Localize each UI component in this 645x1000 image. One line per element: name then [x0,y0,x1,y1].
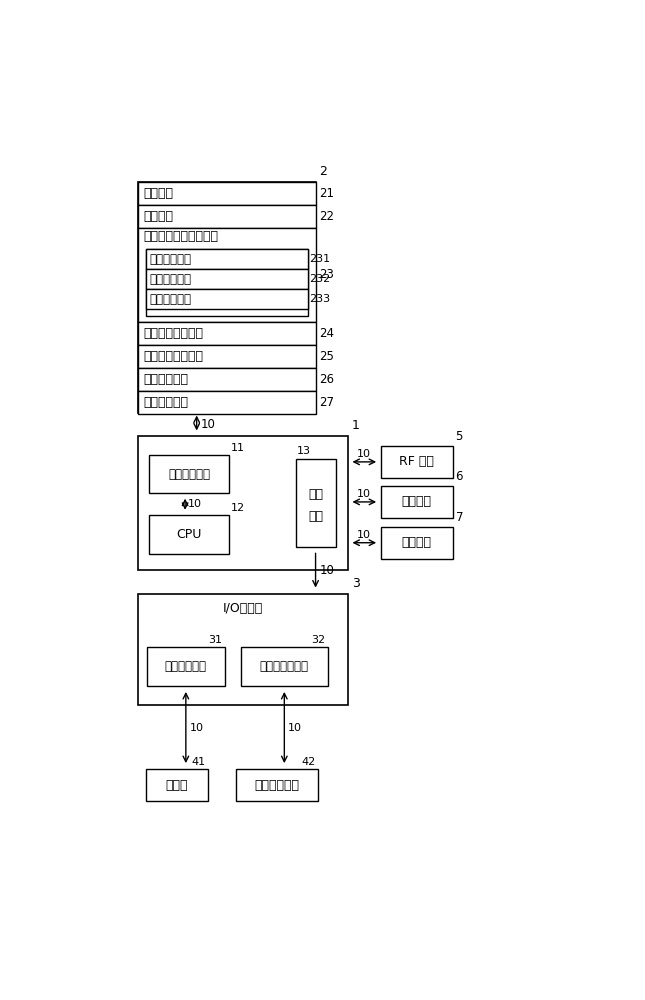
Text: 10: 10 [190,723,203,733]
Bar [146,249,308,269]
Text: 13: 13 [297,446,311,456]
Text: 10: 10 [357,530,372,540]
Bar [146,769,208,801]
Bar [138,436,348,570]
Text: 触摸采集模块: 触摸采集模块 [150,253,192,266]
Text: 6: 6 [455,470,463,483]
Text: 10: 10 [188,499,202,509]
Bar [381,446,453,478]
Text: 31: 31 [208,635,222,645]
Text: 音频电路: 音频电路 [402,536,432,549]
Text: I/O子系统: I/O子系统 [223,602,263,615]
Text: 存储器控制器: 存储器控制器 [168,468,210,481]
Text: 2: 2 [319,165,328,178]
Text: 其它应用模块: 其它应用模块 [143,373,188,386]
Text: 21: 21 [319,187,335,200]
Text: CPU: CPU [177,528,202,541]
Text: 32: 32 [312,635,326,645]
Text: 231: 231 [310,254,331,264]
Text: 触摸屏控制器: 触摸屏控制器 [165,660,207,673]
Bar [138,182,315,205]
Text: 12: 12 [231,503,244,513]
Bar [138,345,315,368]
Text: 25: 25 [319,350,335,363]
Bar [146,249,308,316]
Text: 27: 27 [319,396,335,409]
Bar [241,647,328,686]
Bar [146,269,308,289]
Bar [146,289,308,309]
Bar [138,368,315,391]
Text: 42: 42 [301,757,315,767]
Text: 1: 1 [352,419,360,432]
Text: 其它输入设备: 其它输入设备 [254,779,299,792]
Text: 23: 23 [319,268,335,281]
Text: 233: 233 [310,294,331,304]
Text: 触摸分析模块: 触摸分析模块 [150,273,192,286]
Bar [381,527,453,559]
Text: 三维图像显示模块: 三维图像显示模块 [143,350,203,363]
Text: 触摸响应模块: 触摸响应模块 [150,293,192,306]
Bar [138,391,315,414]
Bar [147,647,224,686]
Bar [138,594,348,705]
Bar [381,486,453,518]
Bar [138,205,315,228]
Text: 操作系统: 操作系统 [143,187,173,200]
Bar [149,455,229,493]
Text: 10: 10 [357,449,372,459]
Text: 5: 5 [455,430,463,443]
Text: 数据: 数据 [308,488,323,501]
Text: 10: 10 [201,418,215,431]
Bar [138,228,315,322]
Text: 22: 22 [319,210,335,223]
Bar [138,322,315,345]
Text: 232: 232 [310,274,331,284]
Text: 24: 24 [319,327,335,340]
Text: 通讯模块: 通讯模块 [143,210,173,223]
Text: 触摸屏: 触摸屏 [166,779,188,792]
Text: 其它输入控制器: 其它输入控制器 [260,660,309,673]
Text: 平面图像显示模块: 平面图像显示模块 [143,327,203,340]
Text: 10: 10 [319,564,335,577]
Text: 平面图像数据: 平面图像数据 [143,396,188,409]
Text: 41: 41 [192,757,206,767]
Text: 平面图像扭曲控制模块: 平面图像扭曲控制模块 [143,230,218,243]
Text: 11: 11 [231,443,244,453]
Text: 10: 10 [288,723,302,733]
Text: RF 电路: RF 电路 [399,455,434,468]
Text: 外部端口: 外部端口 [402,495,432,508]
Text: 3: 3 [352,577,360,590]
Bar [138,182,315,413]
Text: 端口: 端口 [308,510,323,523]
Bar [235,769,318,801]
Bar [149,515,229,554]
Text: 10: 10 [357,489,372,499]
Text: 7: 7 [455,511,463,524]
Bar [295,459,335,547]
Text: 26: 26 [319,373,335,386]
